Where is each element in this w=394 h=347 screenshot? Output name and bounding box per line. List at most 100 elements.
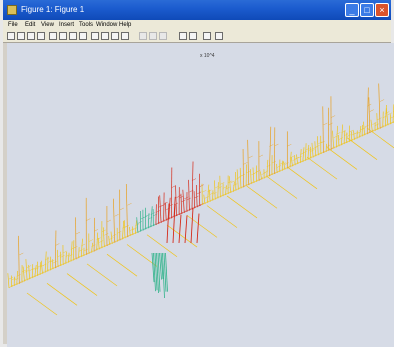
mesh-grid-line bbox=[142, 215, 148, 219]
menu-help[interactable]: Help bbox=[119, 22, 132, 28]
mesh-peak-line bbox=[108, 235, 110, 245]
print-icon[interactable] bbox=[37, 32, 45, 40]
menu-window[interactable]: Window bbox=[96, 22, 118, 28]
plot-canvas[interactable] bbox=[7, 43, 394, 347]
close-button[interactable]: × bbox=[375, 3, 389, 17]
open-icon[interactable] bbox=[17, 32, 25, 40]
mesh-peak-line bbox=[80, 238, 83, 258]
mesh-grid-line bbox=[264, 170, 269, 174]
arrow-icon[interactable] bbox=[49, 32, 57, 40]
mesh-grid-line bbox=[312, 154, 318, 158]
mesh-grid-line bbox=[336, 144, 341, 148]
mesh-grid-line bbox=[150, 223, 155, 228]
mesh-grid-line bbox=[181, 210, 186, 215]
mesh-peak-line bbox=[129, 226, 131, 236]
mesh-grid-line bbox=[62, 261, 68, 265]
mesh-grid-line bbox=[14, 282, 19, 286]
mesh-spike-line bbox=[184, 215, 188, 244]
mesh-peak-line bbox=[250, 169, 252, 184]
mesh-grid-line bbox=[150, 212, 155, 215]
zoom-out-icon[interactable] bbox=[101, 32, 109, 40]
mesh-grid-line bbox=[202, 201, 207, 206]
mesh-grid-line bbox=[243, 184, 248, 188]
mesh-grid-line bbox=[253, 171, 258, 174]
mesh-grid-line bbox=[245, 182, 251, 187]
menu-view[interactable]: View bbox=[41, 22, 54, 28]
colorbar-icon[interactable] bbox=[179, 32, 187, 40]
mesh-grid-line bbox=[217, 186, 222, 189]
camera-icon[interactable] bbox=[215, 32, 223, 40]
title-bar[interactable]: Figure 1: Figure 1 _ □ × bbox=[3, 0, 391, 20]
link-icon[interactable] bbox=[159, 32, 167, 40]
mesh-peak-line bbox=[217, 182, 219, 199]
new-file-icon[interactable] bbox=[7, 32, 15, 40]
mesh-grid-line bbox=[343, 140, 349, 145]
datatip-icon[interactable] bbox=[139, 32, 147, 40]
legend-icon[interactable] bbox=[189, 32, 197, 40]
save-icon[interactable] bbox=[27, 32, 35, 40]
menu-insert[interactable]: Insert bbox=[59, 22, 75, 28]
mesh-grid-line bbox=[387, 122, 392, 126]
mesh-peak-line bbox=[266, 159, 269, 178]
menu-edit[interactable]: Edit bbox=[25, 22, 36, 28]
mesh-peak-line bbox=[239, 167, 242, 189]
minimize-button[interactable]: _ bbox=[345, 3, 359, 17]
mesh-grid-line bbox=[160, 219, 166, 223]
mesh-grid-line bbox=[204, 196, 209, 199]
mesh-grid-line bbox=[81, 253, 86, 258]
mesh-peak-line bbox=[236, 169, 239, 190]
mesh-grid-line bbox=[91, 249, 96, 253]
mesh-grid-line bbox=[266, 164, 271, 168]
mesh-grid-line bbox=[153, 213, 158, 217]
mesh-peak-line bbox=[317, 136, 319, 156]
mesh-trough-line bbox=[157, 252, 161, 292]
mesh-peak-line bbox=[229, 176, 231, 193]
mesh-grid-line bbox=[19, 280, 24, 284]
mesh-peak-line bbox=[376, 113, 378, 130]
mesh-tail-line bbox=[246, 185, 278, 209]
mesh-grid-line bbox=[207, 199, 212, 203]
zoom-in-icon[interactable] bbox=[91, 32, 99, 40]
text-icon[interactable] bbox=[59, 32, 67, 40]
mesh-grid-line bbox=[191, 178, 197, 181]
pan-icon[interactable] bbox=[121, 32, 129, 40]
mesh-grid-line bbox=[387, 112, 392, 116]
mesh-trough-line bbox=[163, 252, 167, 292]
mesh-peak-line bbox=[305, 143, 307, 161]
maximize-button[interactable]: □ bbox=[360, 3, 374, 17]
mesh-grid-line bbox=[202, 190, 207, 193]
mesh-grid-line bbox=[271, 171, 277, 176]
brush-icon[interactable] bbox=[149, 32, 157, 40]
menu-file[interactable]: File bbox=[8, 22, 18, 28]
line-icon[interactable] bbox=[79, 32, 87, 40]
mesh-peak-line bbox=[225, 185, 227, 196]
mesh-peak-line bbox=[123, 220, 126, 239]
mesh-grid-line bbox=[55, 264, 60, 269]
mesh-tail-line bbox=[266, 176, 298, 199]
mesh-grid-line bbox=[88, 239, 93, 242]
mesh-grid-line bbox=[176, 195, 181, 198]
mesh-grid-line bbox=[328, 122, 333, 126]
mesh-grid-line bbox=[184, 196, 189, 200]
mesh-peak-line bbox=[182, 189, 185, 213]
mesh-peak-line bbox=[168, 197, 171, 220]
mesh-grid-line bbox=[318, 141, 323, 144]
mesh-peak-line bbox=[247, 139, 250, 186]
mesh-grid-line bbox=[186, 208, 191, 212]
mesh-grid-line bbox=[261, 172, 266, 175]
rotate-icon[interactable] bbox=[111, 32, 119, 40]
rect-icon[interactable] bbox=[69, 32, 77, 40]
mesh-trough-line bbox=[156, 252, 159, 294]
mesh-peak-line bbox=[207, 184, 210, 203]
menu-tools[interactable]: Tools bbox=[79, 22, 94, 28]
mesh-peak-line bbox=[382, 111, 384, 128]
mesh-grid-line bbox=[320, 140, 325, 144]
mesh-tail-line bbox=[326, 147, 358, 170]
grid-icon[interactable] bbox=[203, 32, 211, 40]
mesh-grid-line bbox=[318, 151, 323, 156]
mesh-grid-line bbox=[99, 246, 104, 250]
mesh-peak-line bbox=[294, 155, 296, 166]
mesh-peak-line bbox=[96, 232, 99, 251]
mesh-grid-line bbox=[153, 222, 158, 227]
mesh-grid-line bbox=[81, 243, 86, 247]
